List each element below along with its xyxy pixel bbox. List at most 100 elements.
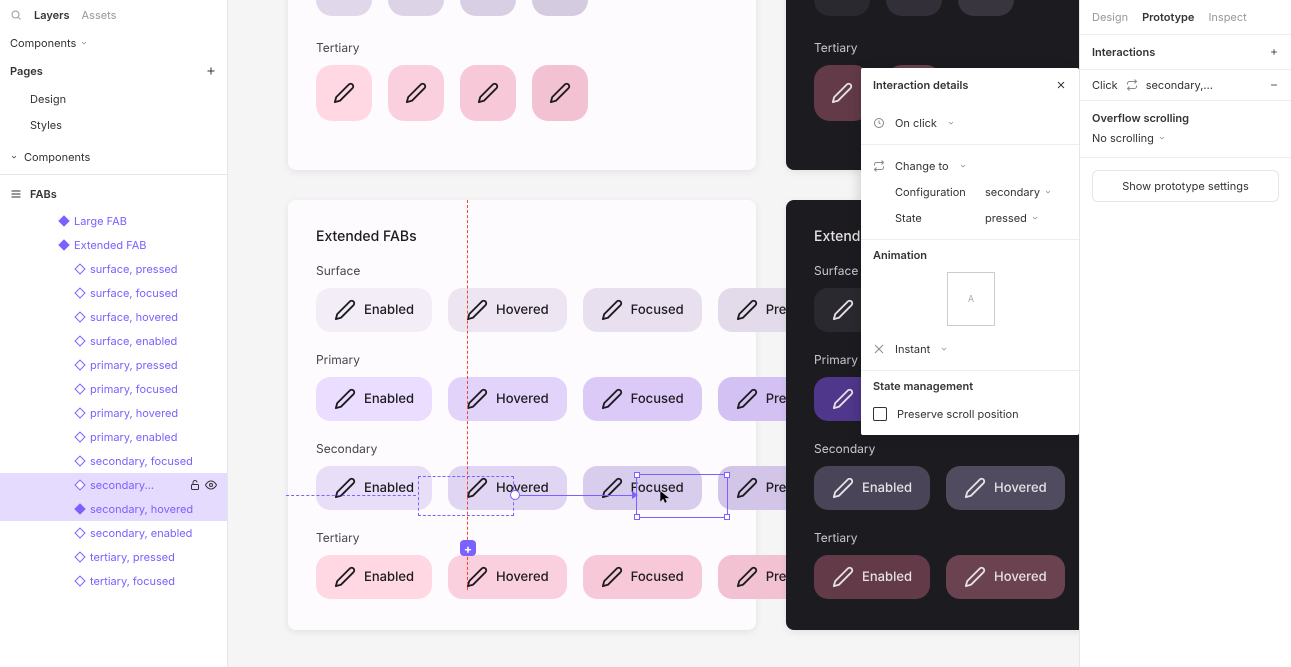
canvas[interactable]: Tertiary Extended FABs SurfaceEnabledHov… — [228, 0, 1079, 667]
lock-icon[interactable] — [189, 479, 201, 491]
add-page-icon[interactable] — [205, 65, 217, 77]
extended-fab[interactable]: Enabled — [814, 555, 930, 599]
guide-line — [467, 200, 468, 590]
fab[interactable] — [388, 65, 444, 121]
component-icon — [58, 215, 69, 226]
layer-item[interactable]: secondary, focused — [0, 449, 227, 473]
eye-icon[interactable] — [205, 479, 217, 491]
pages-list: Design Styles — [0, 86, 227, 144]
extended-fab[interactable]: Enabled — [316, 288, 432, 332]
state-mgmt-header: State management — [873, 379, 1067, 393]
prototype-tab[interactable]: Prototype — [1142, 10, 1194, 24]
extended-fab[interactable]: Hovered — [448, 466, 567, 510]
layer-item[interactable]: primary, pressed — [0, 353, 227, 377]
component-icon — [74, 479, 85, 490]
extended-fab[interactable]: Focused — [583, 377, 702, 421]
layer-item[interactable]: surface, focused — [0, 281, 227, 305]
layer-label: primary, pressed — [90, 358, 178, 372]
search-icon[interactable] — [10, 9, 22, 21]
timing-row[interactable]: Instant — [873, 336, 1067, 362]
extended-fab[interactable]: Focused — [583, 288, 702, 332]
design-tab[interactable]: Design — [1092, 10, 1128, 24]
fab[interactable] — [958, 0, 1014, 16]
component-icon — [74, 311, 85, 322]
preserve-scroll-row[interactable]: Preserve scroll position — [873, 401, 1067, 427]
interaction-item[interactable]: Click secondary, ... — [1080, 70, 1291, 101]
interaction-trigger: Click — [1092, 78, 1118, 92]
config-label: Configuration — [895, 185, 975, 199]
overflow-value[interactable]: No scrolling — [1080, 125, 1291, 158]
layer-label: primary, hovered — [90, 406, 178, 420]
layer-item[interactable]: surface, enabled — [0, 329, 227, 353]
interaction-details-panel: Interaction details On click Change to C… — [861, 68, 1079, 435]
component-icon — [74, 527, 85, 538]
inspect-tab[interactable]: Inspect — [1208, 10, 1246, 24]
remove-icon[interactable] — [1269, 80, 1279, 90]
chevron-down-icon — [1044, 188, 1052, 196]
efab-label: Enabled — [364, 480, 414, 496]
layer-item[interactable]: secondary... — [0, 473, 227, 497]
layer-item[interactable]: surface, pressed — [0, 257, 227, 281]
preserve-scroll-checkbox[interactable] — [873, 407, 887, 421]
fab[interactable] — [532, 65, 588, 121]
efab-label: Enabled — [862, 569, 912, 585]
extended-fab[interactable]: Focused — [583, 466, 702, 510]
fab[interactable] — [316, 65, 372, 121]
extended-fab[interactable]: Hovered — [946, 555, 1065, 599]
close-icon[interactable] — [1055, 79, 1067, 91]
extended-fab[interactable]: Enabled — [316, 555, 432, 599]
fab[interactable] — [460, 65, 516, 121]
page-item-design[interactable]: Design — [0, 86, 227, 112]
animation-preview[interactable]: A — [947, 272, 995, 326]
layer-item[interactable]: primary, hovered — [0, 401, 227, 425]
layer-item[interactable]: surface, hovered — [0, 305, 227, 329]
fab[interactable] — [532, 0, 588, 16]
tertiary-label: Tertiary — [316, 40, 728, 55]
fab[interactable] — [886, 0, 942, 16]
extended-fab[interactable]: Hovered — [448, 288, 567, 332]
layer-item[interactable]: Large FAB — [0, 209, 227, 233]
add-interaction-icon[interactable]: + — [460, 540, 476, 556]
fab[interactable] — [460, 0, 516, 16]
layers-tab[interactable]: Layers — [34, 8, 70, 22]
config-value[interactable]: secondary — [985, 185, 1052, 199]
efab-label: Hovered — [994, 569, 1047, 585]
fabs-section-header[interactable]: FABs — [0, 179, 227, 209]
layer-item[interactable]: primary, focused — [0, 377, 227, 401]
chevron-down-icon — [10, 153, 18, 161]
trigger-row[interactable]: On click — [873, 110, 1067, 136]
layer-item[interactable]: primary, enabled — [0, 425, 227, 449]
state-value[interactable]: pressed — [985, 211, 1039, 225]
layer-item[interactable]: tertiary, focused — [0, 569, 227, 593]
action-row[interactable]: Change to — [873, 153, 1067, 179]
layer-item[interactable]: secondary, enabled — [0, 521, 227, 545]
add-interaction-icon[interactable] — [1269, 47, 1279, 57]
extended-fab[interactable]: Enabled — [316, 466, 432, 510]
light-extended-fabs-frame[interactable]: Extended FABs SurfaceEnabledHoveredFocus… — [288, 200, 756, 630]
light-fabs-frame[interactable]: Tertiary — [288, 0, 756, 170]
fab[interactable] — [388, 0, 444, 16]
assets-tab[interactable]: Assets — [82, 8, 117, 22]
page-item-components[interactable]: Components — [0, 144, 227, 170]
efab-label: Enabled — [364, 391, 414, 407]
components-dropdown[interactable]: Components — [0, 30, 227, 56]
layer-item[interactable]: tertiary, pressed — [0, 545, 227, 569]
page-item-styles[interactable]: Styles — [0, 112, 227, 138]
component-icon — [74, 503, 85, 514]
show-prototype-settings-button[interactable]: Show prototype settings — [1092, 170, 1279, 202]
secondary-label: Secondary — [316, 441, 728, 456]
extended-fab[interactable]: Enabled — [814, 466, 930, 510]
connection-arrow — [632, 491, 638, 499]
fab[interactable] — [814, 0, 870, 16]
extended-fab[interactable]: Hovered — [946, 466, 1065, 510]
extended-fab[interactable]: Hovered — [448, 555, 567, 599]
fab[interactable] — [316, 0, 372, 16]
layer-item[interactable]: secondary, hovered — [0, 497, 227, 521]
chevron-down-icon — [1158, 134, 1166, 142]
extended-fab[interactable]: Hovered — [448, 377, 567, 421]
surface-label: Surface — [316, 263, 728, 278]
layer-item[interactable]: Extended FAB — [0, 233, 227, 257]
chevron-down-icon — [1031, 214, 1039, 222]
extended-fab[interactable]: Focused — [583, 555, 702, 599]
extended-fab[interactable]: Enabled — [316, 377, 432, 421]
